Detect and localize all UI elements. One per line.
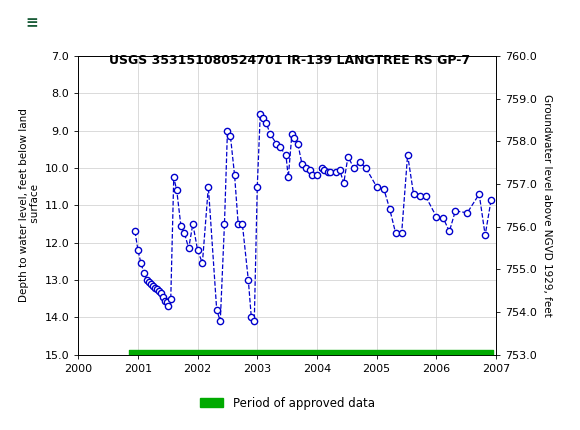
Legend: Period of approved data: Period of approved data [195, 392, 379, 415]
Y-axis label: Groundwater level above NGVD 1929, feet: Groundwater level above NGVD 1929, feet [542, 94, 552, 317]
Text: ≡: ≡ [26, 15, 38, 30]
FancyBboxPatch shape [6, 3, 58, 42]
Text: USGS 353151080524701 IR-139 LANGTREE RS GP-7: USGS 353151080524701 IR-139 LANGTREE RS … [110, 54, 470, 67]
Text: USGS: USGS [67, 14, 122, 31]
Y-axis label: Depth to water level, feet below land
 surface: Depth to water level, feet below land su… [19, 108, 41, 302]
